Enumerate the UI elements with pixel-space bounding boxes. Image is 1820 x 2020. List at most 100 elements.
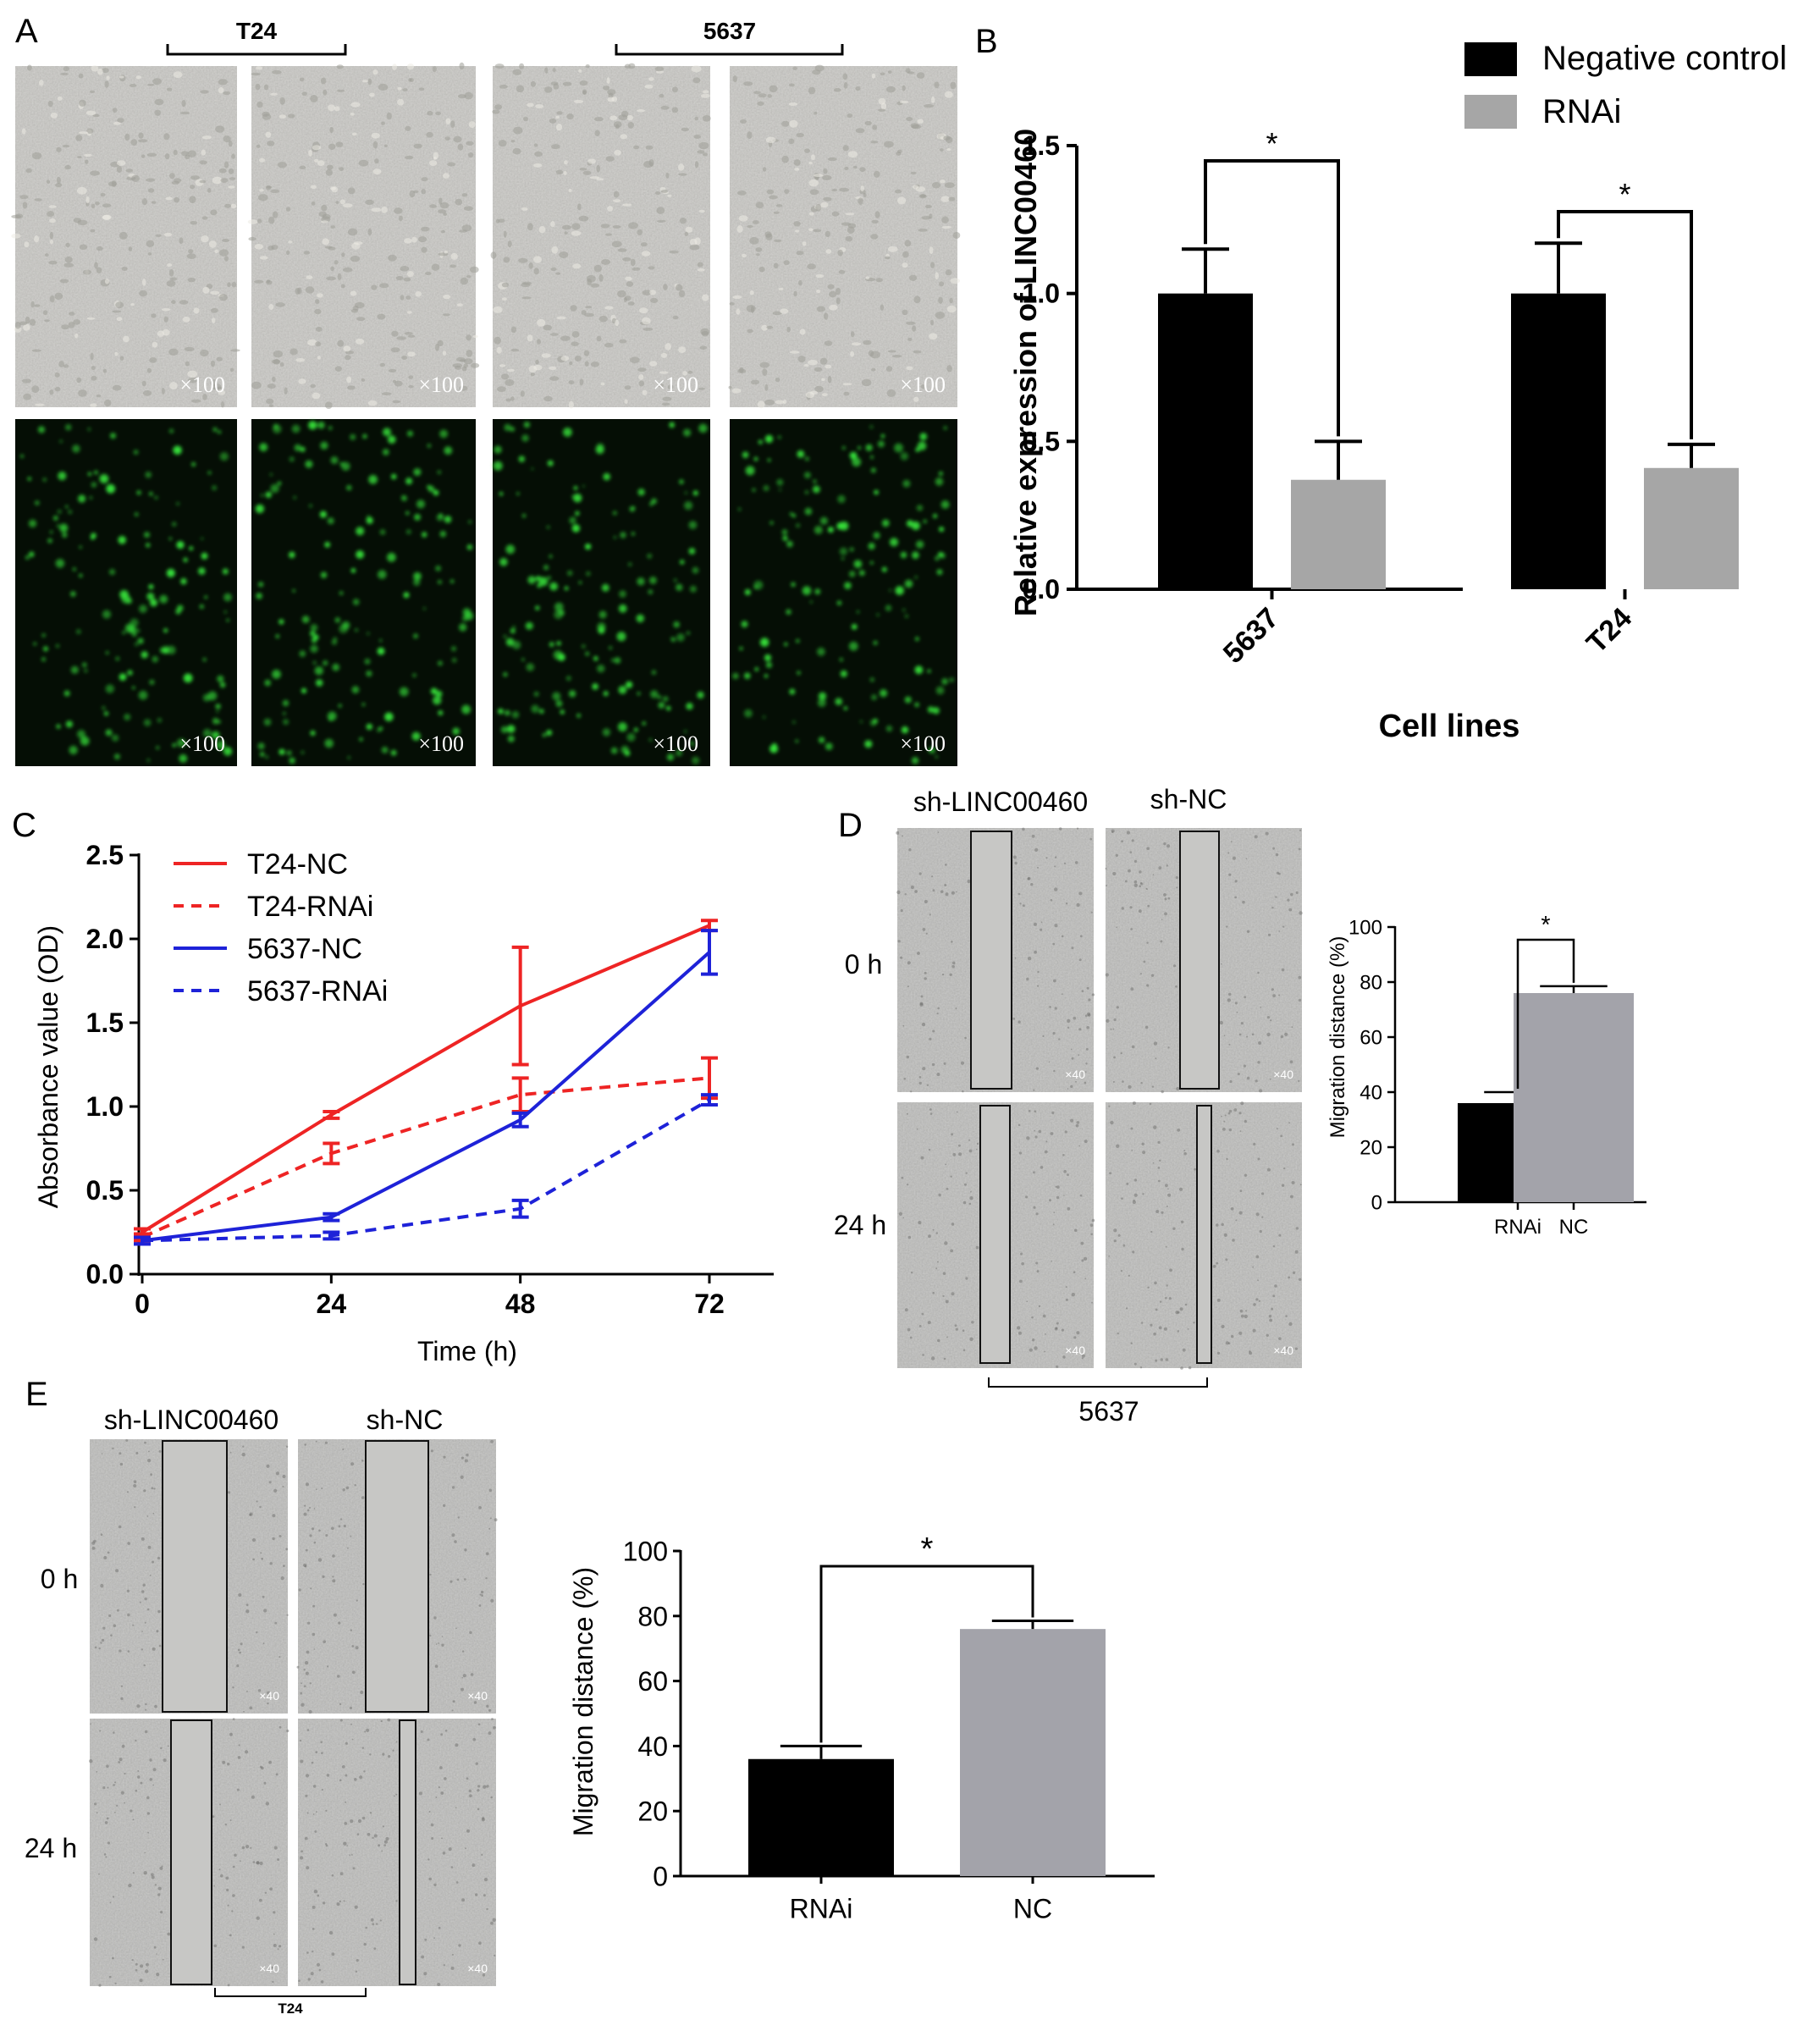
cell bbox=[535, 104, 543, 109]
cell bbox=[167, 263, 173, 268]
fluorescent-cell bbox=[679, 560, 685, 565]
cell bbox=[803, 363, 809, 367]
cell bbox=[530, 80, 537, 87]
cell bbox=[946, 1336, 948, 1338]
cell bbox=[1194, 1167, 1196, 1171]
fluorescent-cell bbox=[592, 683, 598, 690]
fluorescent-cell bbox=[804, 472, 811, 479]
cell bbox=[157, 1609, 161, 1614]
cell bbox=[141, 1590, 145, 1593]
cell bbox=[1056, 1322, 1059, 1325]
cell bbox=[838, 269, 846, 274]
fluorescent-cell bbox=[857, 610, 860, 614]
cell bbox=[96, 1812, 98, 1814]
cell bbox=[1014, 861, 1018, 865]
fluorescent-cell bbox=[308, 504, 312, 508]
magnification-label: ×100 bbox=[653, 373, 698, 397]
legend-label-t24-nc: T24-NC bbox=[247, 848, 348, 880]
cell bbox=[290, 348, 298, 356]
cell bbox=[272, 211, 279, 218]
cell bbox=[1108, 1255, 1110, 1257]
fluorescent-cell bbox=[869, 560, 874, 565]
fluorescent-cell bbox=[792, 720, 796, 724]
fluorescent-cell bbox=[912, 551, 919, 560]
cell bbox=[823, 168, 828, 174]
cell bbox=[355, 1970, 358, 1973]
cell bbox=[1078, 1028, 1082, 1031]
cell bbox=[268, 216, 275, 224]
cell bbox=[1251, 1033, 1255, 1036]
cell bbox=[323, 89, 328, 96]
cell bbox=[498, 140, 507, 147]
cell bbox=[54, 292, 63, 301]
fluorescent-cell bbox=[42, 477, 47, 482]
fluorescent-cell bbox=[399, 687, 409, 697]
cell-texture bbox=[247, 62, 480, 410]
cell bbox=[104, 279, 110, 284]
cell bbox=[780, 308, 789, 314]
fluorescent-cell bbox=[90, 535, 95, 540]
cell bbox=[796, 133, 804, 138]
cell bbox=[968, 1202, 972, 1206]
cell bbox=[256, 101, 263, 108]
cell bbox=[336, 1902, 340, 1907]
fluorescent-cell bbox=[199, 604, 204, 610]
fluorescent-cell bbox=[204, 595, 207, 599]
cell bbox=[1012, 855, 1017, 859]
cell bbox=[202, 394, 207, 400]
cell bbox=[190, 221, 198, 225]
cell bbox=[336, 89, 345, 92]
cell bbox=[624, 385, 631, 390]
fluorescent-cell bbox=[301, 750, 305, 754]
col-label-sh-nc: sh-NC bbox=[367, 1405, 444, 1435]
fluorescent-cell bbox=[813, 485, 820, 494]
fluorescent-cell bbox=[154, 495, 158, 499]
cell bbox=[1116, 1006, 1119, 1009]
cell bbox=[568, 400, 574, 409]
cell bbox=[1081, 1259, 1084, 1262]
cell bbox=[144, 1597, 147, 1601]
cell bbox=[154, 1704, 157, 1708]
cell bbox=[408, 385, 414, 389]
cell bbox=[345, 355, 351, 361]
cell bbox=[751, 306, 754, 313]
fluorescent-cell bbox=[379, 639, 383, 643]
cell bbox=[627, 122, 634, 129]
cell bbox=[1294, 1347, 1298, 1350]
cell bbox=[808, 161, 813, 165]
cell bbox=[533, 163, 543, 168]
significance-star: * bbox=[1619, 177, 1630, 212]
scratch-image: ×40 bbox=[90, 1439, 289, 1714]
cell bbox=[578, 69, 582, 73]
cell bbox=[1034, 847, 1039, 853]
cell bbox=[222, 1760, 226, 1764]
cell bbox=[442, 313, 451, 317]
cell bbox=[238, 1592, 242, 1598]
cell bbox=[700, 93, 710, 98]
cell bbox=[672, 86, 678, 93]
cell bbox=[808, 179, 819, 187]
cell bbox=[1051, 1111, 1055, 1115]
fluorescent-cell bbox=[159, 594, 168, 604]
fluorescent-cell bbox=[283, 719, 290, 726]
y-tick-label: 1.0 bbox=[1023, 279, 1060, 309]
cell bbox=[1052, 942, 1055, 946]
cell bbox=[902, 85, 906, 91]
cell bbox=[807, 263, 816, 270]
fluorescent-cell bbox=[565, 676, 571, 682]
cell bbox=[900, 956, 903, 959]
cell bbox=[1294, 1250, 1299, 1254]
cell bbox=[1014, 957, 1017, 959]
cell bbox=[951, 941, 953, 943]
cell bbox=[182, 317, 190, 323]
cell bbox=[112, 384, 122, 391]
cell bbox=[1158, 1179, 1161, 1183]
fluorescent-cell bbox=[764, 654, 772, 662]
cell bbox=[845, 235, 853, 242]
cell bbox=[1026, 977, 1029, 981]
fluorescent-cell bbox=[611, 658, 615, 662]
cell bbox=[433, 1937, 435, 1940]
cell bbox=[1132, 1200, 1136, 1205]
cell bbox=[1034, 950, 1037, 954]
cell bbox=[1161, 1211, 1164, 1214]
